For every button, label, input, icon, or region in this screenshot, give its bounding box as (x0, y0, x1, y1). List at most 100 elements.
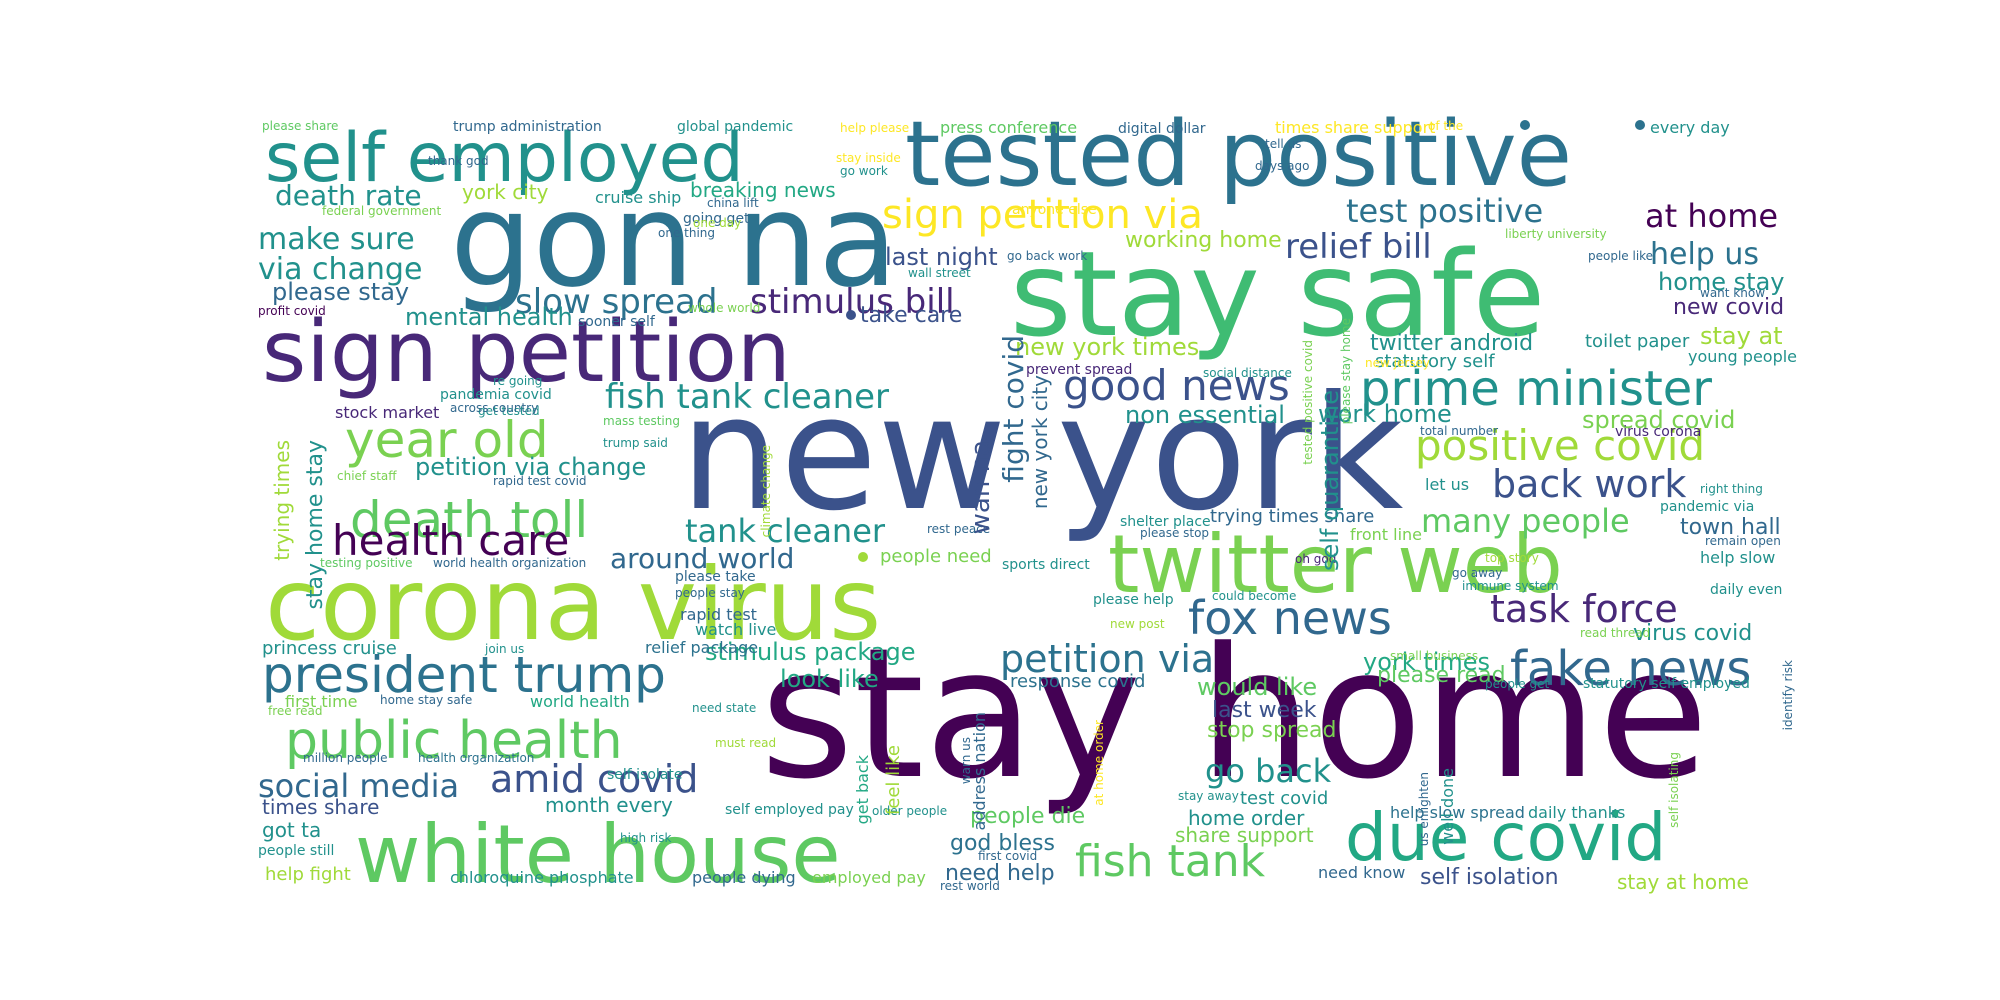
cloud-word: oh god (1295, 552, 1337, 566)
cloud-word: virus corona (1615, 424, 1702, 440)
cloud-word: climate change (759, 445, 773, 538)
cloud-word: tested positive (905, 102, 1572, 207)
cloud-word: free read (268, 704, 323, 718)
cloud-word: petition via (1000, 637, 1215, 681)
cloud-word: mental health (405, 303, 573, 331)
cloud-word: people die (970, 804, 1086, 829)
cloud-word: around world (610, 542, 795, 575)
cloud-word: death rate (275, 179, 422, 212)
cloud-word: get back (853, 755, 872, 825)
cloud-word: relief package (645, 638, 759, 657)
cloud-word: rest world (940, 879, 1000, 893)
cloud-word: back work (1492, 462, 1687, 506)
cloud-word: help slow spread (1390, 803, 1525, 822)
cloud-word: white house (355, 808, 841, 901)
cloud-word: self employed (265, 119, 744, 198)
cloud-word: front line (1350, 525, 1423, 544)
cloud-word: response covid (1010, 671, 1146, 692)
cloud-word: please take (675, 569, 756, 585)
cloud-word: test covid (1240, 788, 1329, 809)
cloud-word: identify risk (1781, 660, 1795, 731)
cloud-word: liberty university (1505, 227, 1607, 241)
cloud-word: breaking news (690, 178, 836, 202)
cloud-word: going get (683, 211, 750, 227)
cloud-word: days ago (1255, 159, 1310, 173)
cloud-word: china lift (707, 196, 759, 210)
cloud-word: need state (692, 701, 757, 715)
cloud-word: get tested (478, 404, 540, 418)
cloud-word: share support (1175, 823, 1314, 847)
cloud-word: every day (1650, 118, 1730, 137)
cloud-word: take care (860, 303, 963, 328)
cloud-word: month every (545, 793, 673, 817)
cloud-word: help us (1650, 237, 1760, 272)
cloud-word: help slow (1700, 548, 1776, 567)
cloud-word: new post (1110, 617, 1165, 631)
cloud-word: relief bill (1285, 227, 1432, 267)
cloud-word: prime minister (1360, 361, 1713, 417)
cloud-word: chloroquine phosphate (450, 868, 634, 887)
cloud-word: sign petition (262, 303, 791, 402)
cloud-word: home stay safe (380, 693, 473, 707)
cloud-word: daily thanks (1528, 803, 1626, 822)
cloud-word: princess cruise (262, 638, 397, 659)
cloud-word: people get (1485, 677, 1550, 691)
cloud-word: high risk (620, 831, 672, 845)
cloud-word: look like (780, 665, 879, 693)
cloud-word: god bless (950, 831, 1055, 856)
cloud-word: stock market (335, 403, 440, 422)
cloud-word: of the (1428, 119, 1464, 133)
cloud-word: at home order (1092, 720, 1106, 806)
cloud-word: sooner self (578, 314, 655, 330)
cloud-word: pandemic via (1660, 499, 1755, 515)
cloud-word: fake news (1510, 641, 1752, 697)
cloud-word: go back (1205, 752, 1332, 790)
cloud-word: re going (493, 374, 543, 388)
cloud-word: press conference (940, 118, 1078, 137)
cloud-word: young people (1688, 347, 1798, 366)
cloud-word: address nation (970, 712, 989, 831)
cloud-word: chief staff (337, 469, 397, 483)
cloud-word: help please (840, 121, 910, 135)
cloud-word: positive covid (1415, 421, 1706, 470)
cloud-word: feel like (883, 745, 904, 816)
cloud-word: fight covid (997, 335, 1030, 483)
cloud-word: go back work (1007, 249, 1088, 263)
cloud-word: help fight (265, 864, 351, 885)
cloud-word: stay safe (1010, 225, 1546, 363)
cloud-word: twitter android (1370, 331, 1534, 356)
cloud-word: watch live (695, 620, 777, 639)
cloud-word: new york times (1015, 333, 1200, 361)
cloud-word: must read (715, 736, 777, 750)
cloud-word: digital dollar (1118, 121, 1206, 137)
cloud-word: join us (485, 642, 525, 656)
cloud-word: social distance (1203, 366, 1292, 380)
cloud-word: please stop (1140, 526, 1210, 540)
cloud-dot (846, 310, 856, 320)
cloud-word: prevent spread (1026, 362, 1133, 378)
cloud-word: profit covid (258, 304, 326, 318)
cloud-word: last night (885, 243, 998, 271)
cloud-word: test positive (1346, 192, 1544, 230)
cloud-word: go work (840, 164, 888, 178)
cloud-word: stay inside (836, 151, 901, 165)
cloud-word: please read (1377, 663, 1506, 688)
cloud-word: rest peace (927, 522, 991, 536)
cloud-word: many people (1421, 502, 1630, 540)
cloud-word: trump administration (453, 119, 602, 135)
cloud-word: immune system (1462, 579, 1559, 593)
cloud-word: first time (285, 692, 358, 711)
cloud-word: shelter place (1120, 514, 1211, 530)
cloud-word: first covid (978, 849, 1038, 863)
cloud-word: new york (680, 362, 1404, 546)
cloud-word: town hall (1680, 515, 1781, 540)
cloud-word: sports direct (1002, 557, 1090, 573)
cloud-word: stay home stay (303, 440, 328, 610)
cloud-word: due covid (1345, 799, 1667, 876)
cloud-word: amid covid (490, 757, 699, 801)
cloud-word: fish tank (1075, 836, 1266, 887)
cloud-word: times share support (1275, 118, 1436, 137)
cloud-word: people dying (692, 868, 796, 887)
cloud-word: please stay home (1339, 318, 1353, 425)
